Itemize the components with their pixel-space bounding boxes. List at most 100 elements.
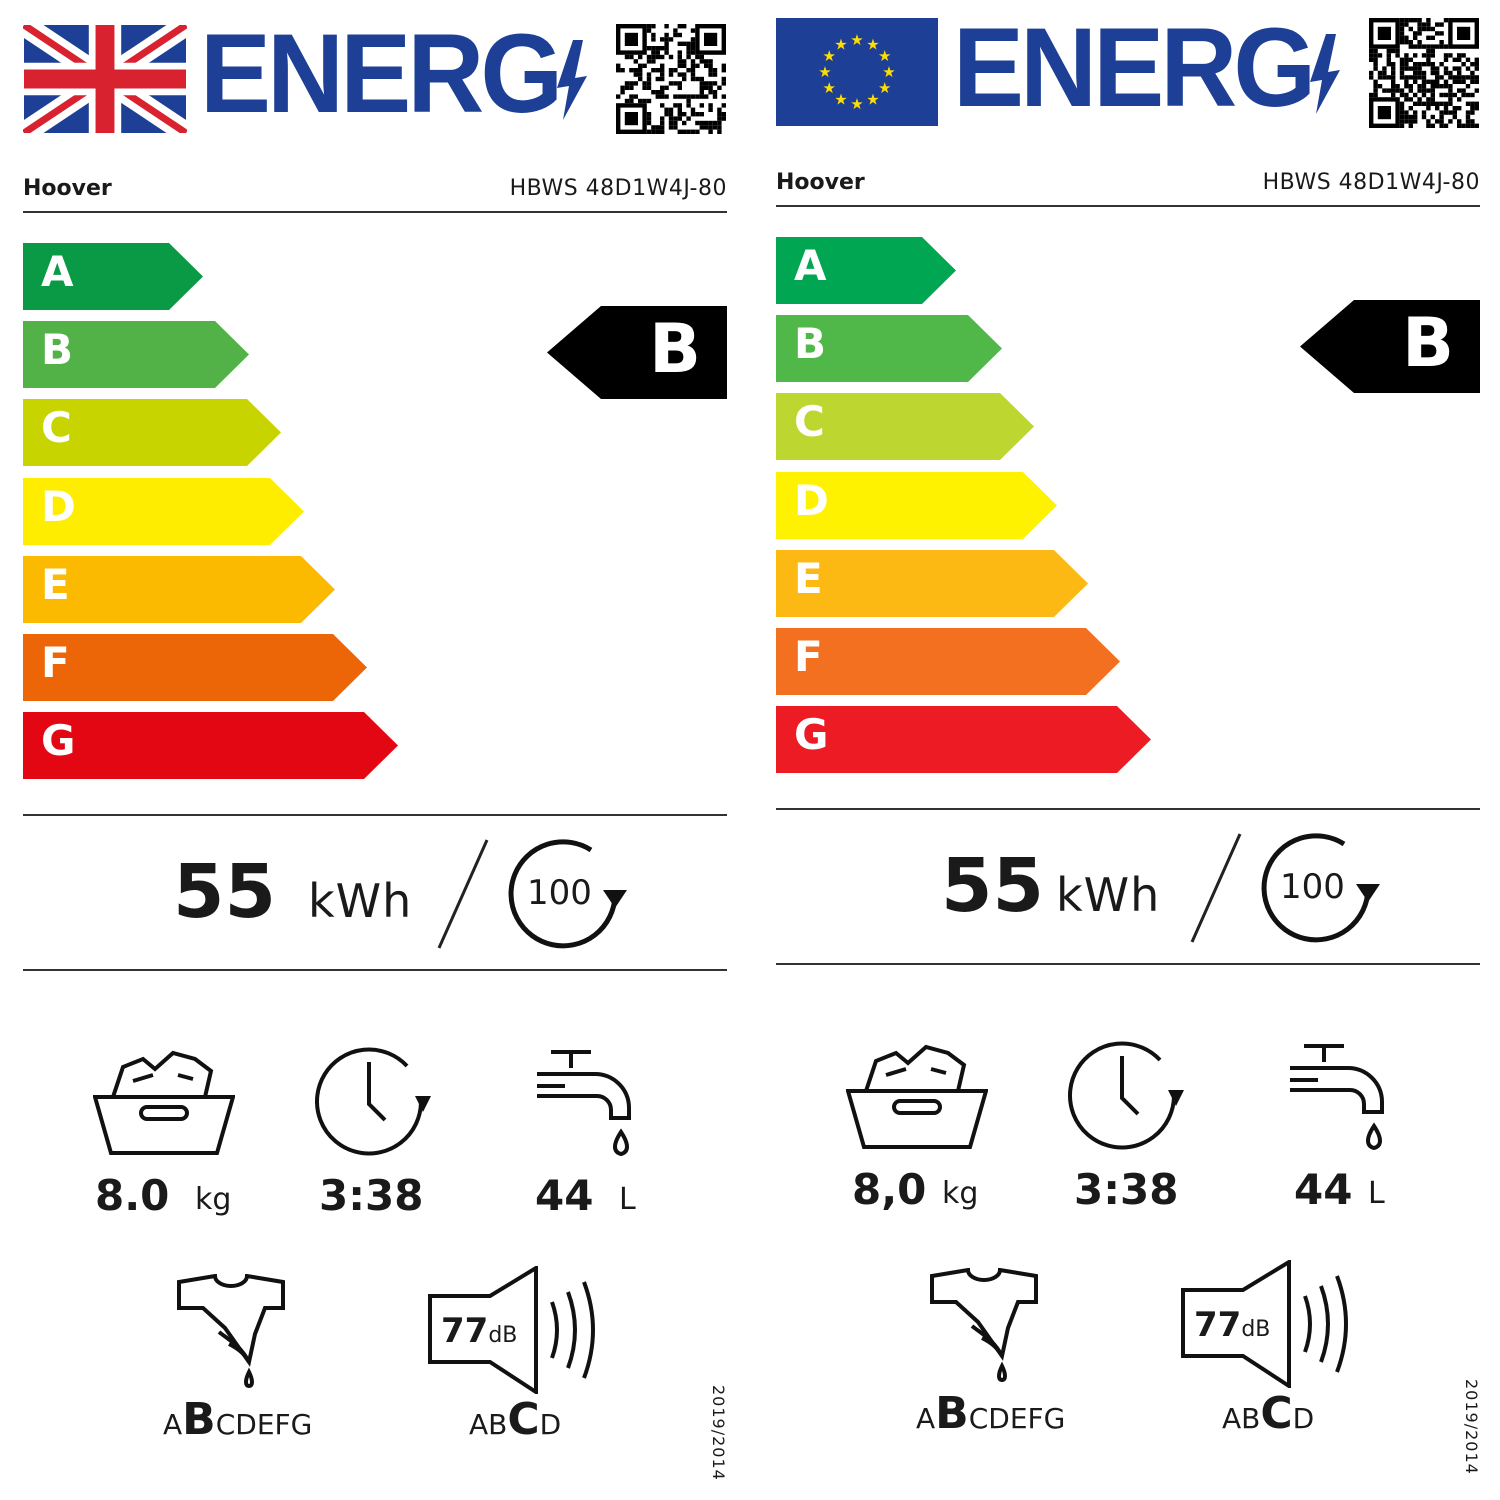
programme-duration-value: 3:38 bbox=[319, 1171, 424, 1220]
energy-class-bar-g: G bbox=[776, 706, 1151, 773]
qr-code-icon[interactable] bbox=[615, 24, 727, 134]
svg-text:★: ★ bbox=[850, 31, 863, 49]
energy-consumption-value: 55 bbox=[941, 843, 1044, 929]
spin-efficiency-class: B bbox=[182, 1394, 216, 1445]
regulation-number: 2019/2014 bbox=[1462, 1379, 1481, 1475]
energy-class-bar-e: E bbox=[776, 550, 1088, 617]
energy-class-bar-b: B bbox=[23, 321, 249, 388]
water-consumption-value: 44 bbox=[535, 1171, 594, 1220]
noise-class-scale: ABCD bbox=[1222, 1388, 1315, 1439]
energy-class-bar-c: C bbox=[23, 399, 281, 466]
rated-capacity-value: 8.0 bbox=[95, 1171, 170, 1220]
water-tap-icon bbox=[1290, 1044, 1384, 1151]
energy-class-bar-b: B bbox=[776, 315, 1002, 382]
energy-class-bar-d: D bbox=[23, 478, 304, 545]
energy-rating-letter: B bbox=[649, 310, 701, 389]
water-tap-icon bbox=[537, 1050, 631, 1157]
clock-icon bbox=[1068, 1041, 1184, 1150]
divider bbox=[776, 205, 1480, 207]
energy-rating-arrow: B bbox=[1300, 300, 1480, 393]
energy-class-letter: C bbox=[41, 403, 72, 452]
energy-consumption-value: 55 bbox=[173, 849, 276, 935]
spin-efficiency-class: B bbox=[935, 1388, 969, 1439]
spin-drying-shirt-icon bbox=[177, 1274, 285, 1389]
divider bbox=[23, 211, 727, 213]
energy-rating-arrow: B bbox=[547, 306, 727, 399]
svg-text:★: ★ bbox=[866, 91, 879, 109]
cycles-value: 100 bbox=[527, 873, 592, 913]
energy-rating-letter: B bbox=[1402, 304, 1454, 383]
programme-duration-value: 3:38 bbox=[1074, 1165, 1179, 1214]
cycles-circle-arrow-icon bbox=[508, 839, 627, 949]
spin-efficiency-scale: ABCDEFG bbox=[916, 1388, 1066, 1439]
laundry-basket-icon bbox=[846, 1044, 988, 1149]
energy-class-bar-f: F bbox=[776, 628, 1120, 695]
noise-emission-value: 77dB bbox=[1194, 1305, 1271, 1345]
noise-class: C bbox=[507, 1394, 540, 1445]
energy-class-letter: F bbox=[41, 638, 70, 687]
cycles-circle-arrow-icon bbox=[1261, 833, 1380, 943]
energy-class-bar-f: F bbox=[23, 634, 367, 701]
energy-class-bar-e: E bbox=[23, 556, 335, 623]
supplier-name: Hoover bbox=[23, 176, 112, 201]
laundry-basket-icon bbox=[93, 1050, 235, 1155]
energy-class-letter: E bbox=[794, 554, 823, 603]
energy-class-letter: G bbox=[41, 716, 76, 765]
divider bbox=[23, 969, 727, 971]
qr-code-icon[interactable] bbox=[1368, 18, 1480, 128]
svg-text:★: ★ bbox=[850, 95, 863, 113]
slash-divider bbox=[1190, 833, 1242, 943]
rated-capacity-unit: kg bbox=[195, 1182, 232, 1217]
energy-class-letter: G bbox=[794, 710, 829, 759]
energy-class-bar-a: A bbox=[23, 243, 203, 310]
speaker-noise-icon bbox=[1181, 1260, 1348, 1388]
energy-class-letter: B bbox=[794, 319, 827, 368]
model-identifier: HBWS 48D1W4J-80 bbox=[1262, 170, 1480, 195]
divider bbox=[776, 963, 1480, 965]
svg-text:★: ★ bbox=[882, 63, 895, 81]
svg-text:★: ★ bbox=[823, 47, 836, 65]
energy-class-bar-a: A bbox=[776, 237, 956, 304]
rated-capacity-unit: kg bbox=[942, 1176, 979, 1211]
energy-class-letter: A bbox=[794, 241, 827, 290]
water-consumption-value: 44 bbox=[1294, 1165, 1353, 1214]
energy-class-letter: F bbox=[794, 632, 823, 681]
energy-class-bar-g: G bbox=[23, 712, 398, 779]
svg-text:★: ★ bbox=[818, 63, 831, 81]
noise-emission-value: 77dB bbox=[441, 1311, 518, 1351]
divider bbox=[23, 814, 727, 816]
water-consumption-unit: L bbox=[619, 1182, 636, 1217]
svg-text:★: ★ bbox=[823, 79, 836, 97]
rated-capacity-value: 8,0 bbox=[852, 1165, 927, 1214]
regulation-number: 2019/2014 bbox=[709, 1385, 728, 1481]
svg-text:★: ★ bbox=[878, 47, 891, 65]
svg-text:★: ★ bbox=[834, 91, 847, 109]
divider bbox=[776, 808, 1480, 810]
clock-icon bbox=[315, 1047, 431, 1156]
energy-class-letter: B bbox=[41, 325, 74, 374]
eu-flag-icon: ★★★★★★★★★ ★ ★★ bbox=[776, 18, 938, 126]
energy-consumption-unit: kWh bbox=[308, 874, 413, 928]
uk-flag-icon bbox=[23, 25, 187, 133]
water-consumption-unit: L bbox=[1368, 1176, 1385, 1211]
cycles-value: 100 bbox=[1280, 867, 1345, 907]
svg-text:★: ★ bbox=[866, 35, 879, 53]
lightning-bolt-icon bbox=[557, 40, 587, 120]
noise-class: C bbox=[1260, 1388, 1293, 1439]
svg-text:★: ★ bbox=[834, 35, 847, 53]
noise-emission-unit: dB bbox=[488, 1323, 518, 1348]
speaker-noise-icon bbox=[428, 1266, 595, 1394]
spin-efficiency-scale: ABCDEFG bbox=[163, 1394, 313, 1445]
energy-class-bar-d: D bbox=[776, 472, 1057, 539]
energy-class-letter: A bbox=[41, 247, 74, 296]
energy-class-letter: D bbox=[41, 482, 76, 531]
noise-class-scale: ABCD bbox=[469, 1394, 562, 1445]
noise-emission-unit: dB bbox=[1241, 1317, 1271, 1342]
lightning-bolt-icon bbox=[1310, 34, 1340, 114]
energy-class-letter: E bbox=[41, 560, 70, 609]
energy-consumption-unit: kWh bbox=[1056, 868, 1161, 922]
model-identifier: HBWS 48D1W4J-80 bbox=[509, 176, 727, 201]
spin-drying-shirt-icon bbox=[930, 1268, 1038, 1383]
energy-logo-text: ENERG bbox=[953, 5, 1316, 130]
